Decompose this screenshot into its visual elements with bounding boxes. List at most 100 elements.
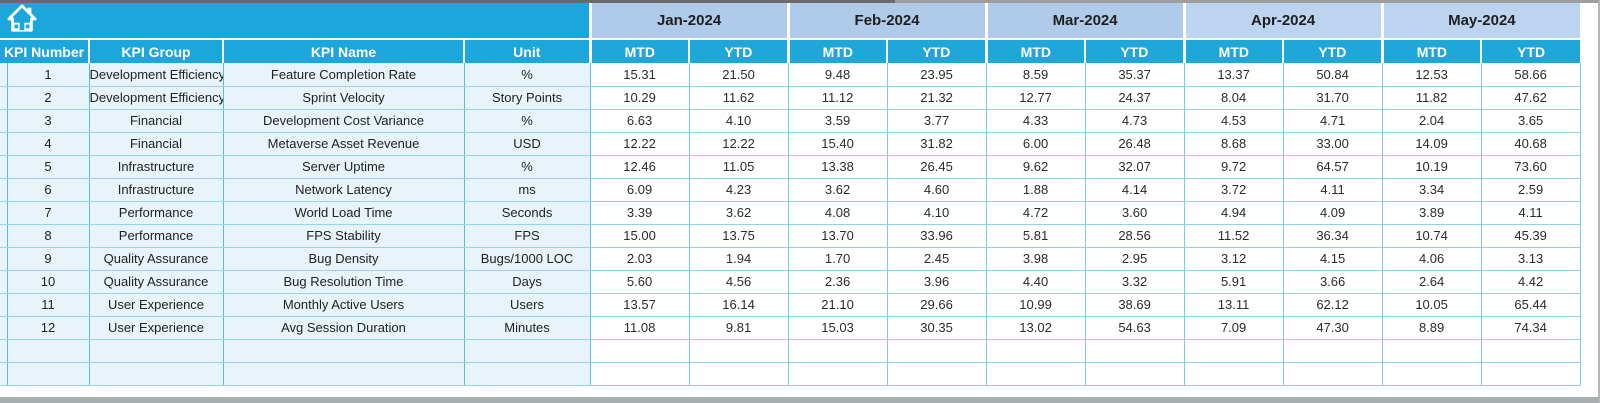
cell-unit[interactable]: Bugs/1000 LOC xyxy=(464,247,591,271)
cell-value[interactable]: 15.03 xyxy=(788,316,888,340)
cell-value[interactable]: 9.72 xyxy=(1184,155,1284,179)
header-feb-2024-mtd[interactable]: MTD xyxy=(786,39,888,63)
cell-value[interactable]: 1.94 xyxy=(689,247,789,271)
cell-value[interactable]: 13.02 xyxy=(986,316,1086,340)
cell-group[interactable]: User Experience xyxy=(89,293,224,317)
empty-cell[interactable] xyxy=(887,339,987,363)
header-may-2024-ytd[interactable]: YTD xyxy=(1480,39,1581,63)
cell-value[interactable]: 4.33 xyxy=(986,109,1086,133)
cell-unit[interactable]: Users xyxy=(464,293,591,317)
cell-value[interactable]: 64.57 xyxy=(1283,155,1383,179)
month-header-mar-2024[interactable]: Mar-2024 xyxy=(984,3,1185,40)
cell-value[interactable]: 13.70 xyxy=(788,224,888,248)
cell-group[interactable]: Performance xyxy=(89,224,224,248)
cell-value[interactable]: 3.34 xyxy=(1382,178,1482,202)
cell-value[interactable]: 12.46 xyxy=(590,155,690,179)
cell-name[interactable]: Server Uptime xyxy=(223,155,465,179)
cell-value[interactable]: 4.14 xyxy=(1085,178,1185,202)
cell-value[interactable]: 3.13 xyxy=(1481,247,1581,271)
header-feb-2024-ytd[interactable]: YTD xyxy=(886,39,987,63)
cell-value[interactable]: 1.70 xyxy=(788,247,888,271)
cell-value[interactable]: 4.11 xyxy=(1283,178,1383,202)
empty-cell[interactable] xyxy=(590,362,690,386)
cell-group[interactable]: Financial xyxy=(89,109,224,133)
cell-value[interactable]: 10.19 xyxy=(1382,155,1482,179)
header-unit[interactable]: Unit xyxy=(462,39,591,63)
cell-value[interactable]: 30.35 xyxy=(887,316,987,340)
cell-value[interactable]: 11.12 xyxy=(788,86,888,110)
cell-value[interactable]: 3.32 xyxy=(1085,270,1185,294)
empty-cell[interactable] xyxy=(986,362,1086,386)
empty-cell[interactable] xyxy=(464,362,591,386)
cell-value[interactable]: 15.40 xyxy=(788,132,888,156)
cell-value[interactable]: 12.53 xyxy=(1382,63,1482,87)
cell-value[interactable]: 4.94 xyxy=(1184,201,1284,225)
cell-value[interactable]: 36.34 xyxy=(1283,224,1383,248)
cell-value[interactable]: 7.09 xyxy=(1184,316,1284,340)
cell-value[interactable]: 11.52 xyxy=(1184,224,1284,248)
cell-unit[interactable]: Story Points xyxy=(464,86,591,110)
cell-value[interactable]: 9.81 xyxy=(689,316,789,340)
cell-value[interactable]: 4.60 xyxy=(887,178,987,202)
cell-unit[interactable]: USD xyxy=(464,132,591,156)
cell-value[interactable]: 3.62 xyxy=(689,201,789,225)
cell-number[interactable]: 6 xyxy=(7,178,90,202)
empty-cell[interactable] xyxy=(1481,362,1581,386)
cell-value[interactable]: 12.22 xyxy=(689,132,789,156)
cell-value[interactable]: 4.53 xyxy=(1184,109,1284,133)
empty-cell[interactable] xyxy=(1184,339,1284,363)
month-header-may-2024[interactable]: May-2024 xyxy=(1380,3,1581,40)
cell-value[interactable]: 2.95 xyxy=(1085,247,1185,271)
header-jan-2024-ytd[interactable]: YTD xyxy=(688,39,789,63)
cell-value[interactable]: 2.59 xyxy=(1481,178,1581,202)
cell-value[interactable]: 4.10 xyxy=(887,201,987,225)
cell-value[interactable]: 12.77 xyxy=(986,86,1086,110)
cell-value[interactable]: 4.71 xyxy=(1283,109,1383,133)
cell-value[interactable]: 3.60 xyxy=(1085,201,1185,225)
cell-name[interactable]: Network Latency xyxy=(223,178,465,202)
cell-value[interactable]: 11.08 xyxy=(590,316,690,340)
cell-name[interactable]: Avg Session Duration xyxy=(223,316,465,340)
cell-value[interactable]: 4.73 xyxy=(1085,109,1185,133)
cell-value[interactable]: 23.95 xyxy=(887,63,987,87)
empty-cell[interactable] xyxy=(689,362,789,386)
cell-number[interactable]: 1 xyxy=(7,63,90,87)
cell-name[interactable]: Feature Completion Rate xyxy=(223,63,465,87)
cell-value[interactable]: 4.72 xyxy=(986,201,1086,225)
cell-value[interactable]: 21.32 xyxy=(887,86,987,110)
cell-value[interactable]: 3.65 xyxy=(1481,109,1581,133)
empty-cell[interactable] xyxy=(887,362,987,386)
cell-number[interactable]: 4 xyxy=(7,132,90,156)
cell-value[interactable]: 4.23 xyxy=(689,178,789,202)
header-kpi-number[interactable]: KPI Number xyxy=(0,39,89,63)
header-apr-2024-ytd[interactable]: YTD xyxy=(1282,39,1383,63)
cell-number[interactable]: 7 xyxy=(7,201,90,225)
cell-group[interactable]: User Experience xyxy=(89,316,224,340)
cell-value[interactable]: 54.63 xyxy=(1085,316,1185,340)
empty-cell[interactable] xyxy=(223,339,465,363)
cell-value[interactable]: 11.82 xyxy=(1382,86,1482,110)
cell-value[interactable]: 10.99 xyxy=(986,293,1086,317)
cell-value[interactable]: 6.09 xyxy=(590,178,690,202)
cell-value[interactable]: 47.30 xyxy=(1283,316,1383,340)
cell-value[interactable]: 31.82 xyxy=(887,132,987,156)
cell-value[interactable]: 32.07 xyxy=(1085,155,1185,179)
cell-value[interactable]: 6.63 xyxy=(590,109,690,133)
cell-value[interactable]: 21.10 xyxy=(788,293,888,317)
cell-value[interactable]: 4.40 xyxy=(986,270,1086,294)
cell-value[interactable]: 4.42 xyxy=(1481,270,1581,294)
cell-number[interactable]: 2 xyxy=(7,86,90,110)
cell-value[interactable]: 28.56 xyxy=(1085,224,1185,248)
cell-value[interactable]: 45.39 xyxy=(1481,224,1581,248)
empty-cell[interactable] xyxy=(89,339,224,363)
cell-name[interactable]: Metaverse Asset Revenue xyxy=(223,132,465,156)
cell-value[interactable]: 73.60 xyxy=(1481,155,1581,179)
cell-value[interactable]: 2.03 xyxy=(590,247,690,271)
home-icon[interactable] xyxy=(7,3,37,33)
cell-group[interactable]: Infrastructure xyxy=(89,178,224,202)
cell-value[interactable]: 47.62 xyxy=(1481,86,1581,110)
cell-unit[interactable]: % xyxy=(464,63,591,87)
cell-value[interactable]: 21.50 xyxy=(689,63,789,87)
cell-value[interactable]: 3.72 xyxy=(1184,178,1284,202)
cell-value[interactable]: 58.66 xyxy=(1481,63,1581,87)
